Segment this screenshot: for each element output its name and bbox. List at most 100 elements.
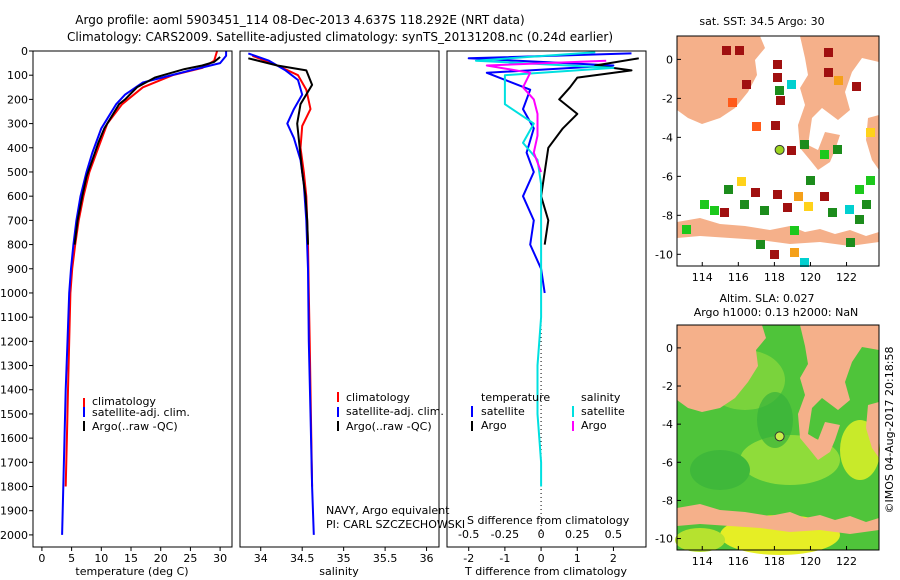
temperature-legend: climatology satellite-adj. clim. Argo(..… xyxy=(83,395,190,433)
sst-data-cells xyxy=(682,46,875,267)
difference-ticks: -2 -1 0 1 2 -0.5 -0.25 0 0.25 0.5 xyxy=(458,528,622,565)
series-t-argo xyxy=(540,57,639,245)
map-y-tick-label: -8 xyxy=(662,209,673,222)
x-tick-label: 1 xyxy=(574,552,581,565)
x-tick-label: 35 xyxy=(337,552,351,565)
sst-cell xyxy=(820,150,829,159)
sla-map-title-line-2: Argo h1000: 0.13 h2000: NaN xyxy=(694,306,859,319)
sla-argo-marker xyxy=(774,431,785,442)
map-x-tick-label: 116 xyxy=(728,271,749,284)
sst-cell xyxy=(724,185,733,194)
sst-map-title: sat. SST: 34.5 Argo: 30 xyxy=(699,15,824,28)
legend-t-argo-label: Argo xyxy=(481,419,507,432)
sst-cell xyxy=(852,82,861,91)
x-tick-label: 5 xyxy=(68,552,75,565)
y-tick-label: 600 xyxy=(7,190,28,203)
sst-cell xyxy=(804,202,813,211)
sst-cell xyxy=(773,190,782,199)
top-tick-label: -0.5 xyxy=(458,528,479,541)
sst-cell xyxy=(783,203,792,212)
sst-cell xyxy=(866,128,875,137)
sst-cell xyxy=(833,145,842,154)
map-x-tick-label: 114 xyxy=(692,555,713,568)
top-tick-label: 0 xyxy=(538,528,545,541)
salinity-annotation-line-1: NAVY, Argo equivalent xyxy=(326,504,450,517)
sst-cell xyxy=(735,46,744,55)
map-y-tick-label: 0 xyxy=(666,53,673,66)
top-tick-label: 0.25 xyxy=(565,528,590,541)
map-y-tick-label: -10 xyxy=(655,248,673,261)
temperature-axes-frame xyxy=(32,50,233,548)
y-tick-label: 800 xyxy=(7,239,28,252)
difference-panel: -2 -1 0 1 2 -0.5 -0.25 0 0.25 0.5 S difference fr… xyxy=(446,50,647,578)
sst-map-land xyxy=(677,36,879,246)
temperature-xlabel: temperature (deg C) xyxy=(75,565,188,578)
difference-series xyxy=(467,51,639,535)
y-tick-label: 1300 xyxy=(0,360,28,373)
y-tick-label: 700 xyxy=(7,214,28,227)
x-tick-label: 15 xyxy=(124,552,138,565)
y-tick-label: 900 xyxy=(7,263,28,276)
java-nusa-tenggara-land xyxy=(677,504,879,534)
title-line-1: Argo profile: aoml 5903451_114 08-Dec-20… xyxy=(75,13,524,27)
borneo-landmass xyxy=(677,325,766,412)
sst-cell xyxy=(760,206,769,215)
y-tick-label: 200 xyxy=(7,93,28,106)
sst-cell xyxy=(722,46,731,55)
sst-map-panel: sat. SST: 34.5 Argo: 30 114 116 118 120 122 0… xyxy=(655,15,880,284)
title-line-2: Climatology: CARS2009. Satellite-adjuste… xyxy=(67,30,613,44)
x-tick-label: 34.5 xyxy=(290,552,315,565)
difference-legend: temperature salinity satellite Argo sate… xyxy=(471,391,625,432)
sst-cell xyxy=(846,238,855,247)
map-x-tick-label: 120 xyxy=(800,271,821,284)
legend-s-satellite-label: satellite xyxy=(581,405,625,418)
sulawesi-landmass xyxy=(798,325,879,460)
temperature-panel: 0 5 10 15 20 25 300100200300400500600700800900… xyxy=(0,45,233,578)
legend-climatology-label: climatology xyxy=(346,391,410,404)
series-satellite-adj-clim xyxy=(61,51,228,535)
x-tick-label: 0 xyxy=(38,552,45,565)
y-tick-label: 1500 xyxy=(0,408,28,421)
x-tick-label: 0 xyxy=(538,552,545,565)
y-tick-label: 1600 xyxy=(0,432,28,445)
sst-cell xyxy=(845,205,854,214)
sst-cell xyxy=(737,177,746,186)
sst-cell xyxy=(820,192,829,201)
legend-s-argo-label: Argo xyxy=(581,419,607,432)
map-x-tick-label: 122 xyxy=(836,555,857,568)
sst-cell xyxy=(728,98,737,107)
legend-argo-label: Argo(..raw -QC) xyxy=(346,420,432,433)
map-y-tick-label: -6 xyxy=(662,456,673,469)
java-nusa-tenggara-land xyxy=(677,218,879,246)
salinity-xlabel: salinity xyxy=(319,565,359,578)
sla-map-ticks: 114 116 118 120 122 0 -2 -4 -6 -8 -10 xyxy=(655,342,857,568)
salinity-series xyxy=(247,52,315,535)
y-tick-label: 300 xyxy=(7,118,28,131)
sla-field-patch xyxy=(757,392,793,448)
sst-cell xyxy=(770,250,779,259)
legend-satellite-label: satellite-adj. clim. xyxy=(92,406,190,419)
series-t-satellite xyxy=(467,52,632,294)
map-x-tick-label: 120 xyxy=(800,555,821,568)
y-tick-label: 1200 xyxy=(0,335,28,348)
series-climatology xyxy=(252,54,314,487)
x-tick-label: 25 xyxy=(183,552,197,565)
sst-cell xyxy=(773,60,782,69)
map-y-tick-label: -8 xyxy=(662,494,673,507)
y-tick-label: 1700 xyxy=(0,456,28,469)
map-y-tick-label: -2 xyxy=(662,92,673,105)
sulawesi-landmass xyxy=(798,36,879,170)
x-tick-label: 34 xyxy=(254,552,268,565)
series-argo-raw-qc xyxy=(248,57,314,245)
sst-cell xyxy=(787,80,796,89)
y-tick-label: 100 xyxy=(7,69,28,82)
legend-argo-label: Argo(..raw -QC) xyxy=(92,420,178,433)
eastern-island xyxy=(866,402,879,458)
series-s-argo xyxy=(485,59,607,173)
map-y-tick-label: -4 xyxy=(662,418,673,431)
sst-cell xyxy=(855,185,864,194)
x-tick-label: -2 xyxy=(463,552,474,565)
salinity-legend: climatology satellite-adj. clim. Argo(..… xyxy=(337,391,444,433)
sst-argo-marker xyxy=(774,144,785,155)
x-tick-label: 10 xyxy=(94,552,108,565)
